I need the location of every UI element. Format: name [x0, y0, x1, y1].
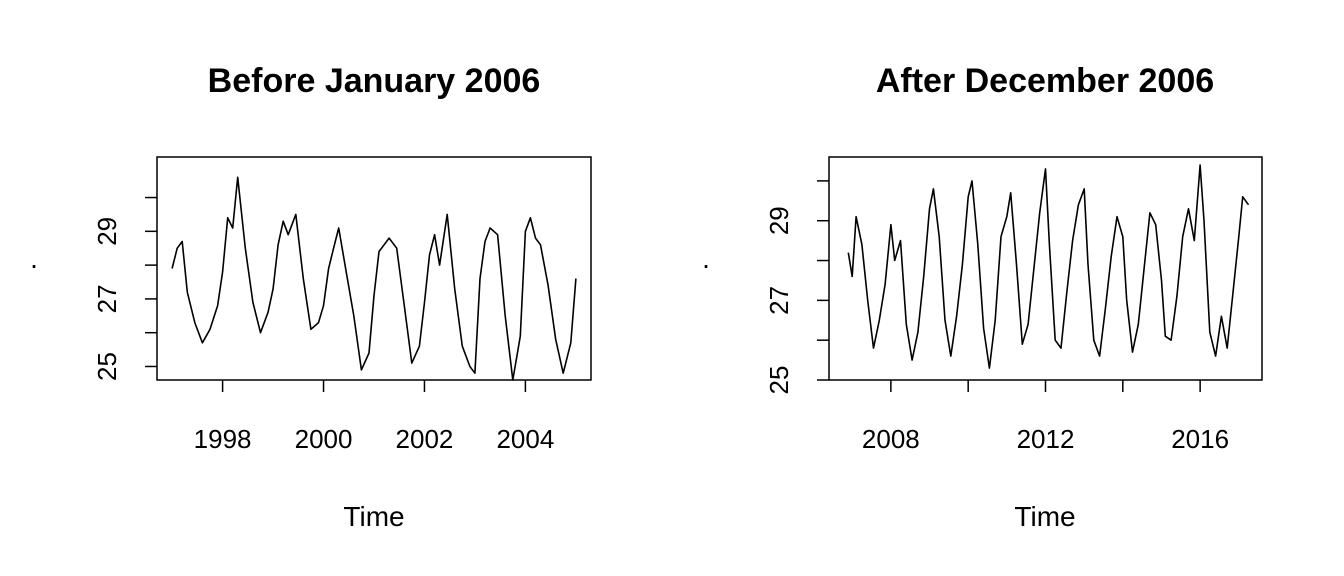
plot-frame: [156, 156, 592, 381]
series-line: [171, 176, 577, 381]
chart-panel-before-2006: Before January 2006 1998 2000 2002 2004 252…: [30, 62, 592, 532]
series-line: [847, 164, 1250, 369]
y-tick-label: 29: [764, 206, 794, 235]
series-group: [847, 164, 1250, 369]
y-tick-label: 25: [92, 352, 122, 381]
chart-title: Before January 2006: [208, 62, 541, 100]
x-tick-label: 2012: [1017, 424, 1075, 454]
plot-frame: [828, 156, 1263, 381]
x-axis-label: Time: [343, 501, 404, 532]
y-axis: 25 27 29: [92, 196, 157, 381]
x-tick-label: 2016: [1171, 424, 1229, 454]
x-tick-label: 2008: [862, 424, 920, 454]
y-tick-label: 25: [764, 366, 794, 395]
y-tick-label: 27: [764, 286, 794, 315]
series-group: [171, 176, 577, 381]
chart-title: After December 2006: [876, 62, 1214, 100]
y-axis-label: .: [702, 243, 710, 274]
y-axis-label: .: [30, 243, 38, 274]
x-tick-label: 2000: [295, 424, 353, 454]
x-tick-label: 2002: [396, 424, 454, 454]
x-tick-label: 1998: [194, 424, 252, 454]
y-tick-label: 27: [92, 284, 122, 313]
y-axis: 25 27 29: [764, 180, 829, 395]
x-tick-label: 2004: [496, 424, 554, 454]
x-axis-label: Time: [1014, 501, 1075, 532]
chart-panel-after-2006: After December 2006 2008 2012 2016 252729 …: [702, 62, 1263, 532]
x-axis: 1998 2000 2002 2004: [194, 380, 554, 454]
y-tick-label: 29: [92, 217, 122, 246]
x-axis: 2008 2012 2016: [862, 380, 1229, 454]
